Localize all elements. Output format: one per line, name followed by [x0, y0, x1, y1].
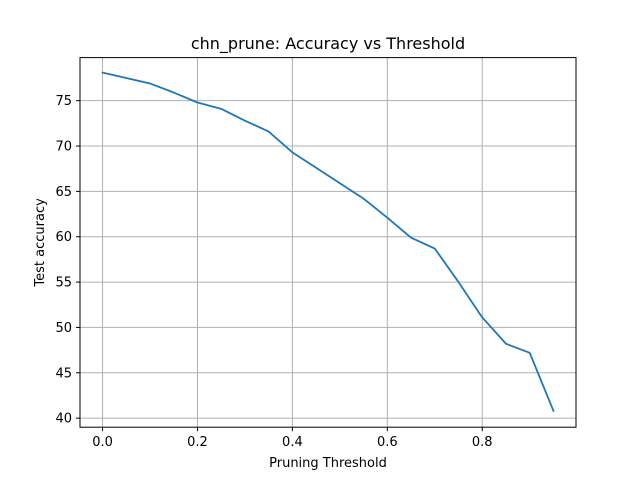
axis-ticks: 0.0 0.2 0.4 0.6 0.8 40 45 50 55 60 65 70 75 [55, 94, 492, 450]
x-tick-label: 0.8 [472, 435, 493, 450]
x-axis-label: Pruning Threshold [269, 456, 387, 471]
grid-lines [80, 57, 576, 428]
y-tick-label: 45 [55, 366, 72, 381]
y-tick-label: 65 [55, 185, 72, 200]
x-tick-label: 0.0 [92, 435, 113, 450]
x-tick-label: 0.6 [377, 435, 398, 450]
y-tick-label: 60 [55, 230, 72, 245]
chart-title: chn_prune: Accuracy vs Threshold [191, 34, 465, 54]
y-tick-label: 75 [55, 94, 72, 109]
plot-frame [79, 57, 577, 428]
x-tick-label: 0.4 [282, 435, 303, 450]
y-axis-label: Test accuracy [33, 198, 48, 288]
y-tick-label: 55 [55, 276, 72, 291]
y-tick-label: 40 [55, 412, 72, 427]
series-layer [101, 71, 555, 413]
y-tick-label: 70 [55, 140, 72, 155]
y-tick-label: 50 [55, 321, 72, 336]
x-tick-label: 0.2 [187, 435, 208, 450]
accuracy-series-line [101, 71, 555, 413]
